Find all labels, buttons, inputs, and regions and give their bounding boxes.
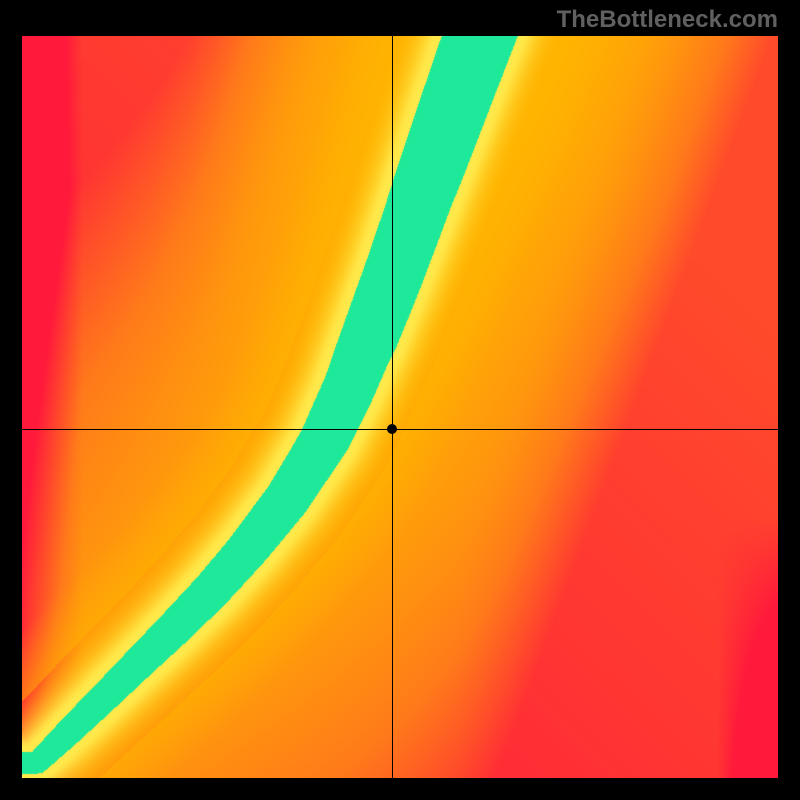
heatmap-plot-area bbox=[22, 36, 778, 778]
heatmap-canvas bbox=[22, 36, 778, 778]
chart-container: TheBottleneck.com bbox=[0, 0, 800, 800]
watermark-text: TheBottleneck.com bbox=[557, 6, 778, 34]
crosshair-vertical bbox=[392, 36, 393, 778]
crosshair-horizontal bbox=[22, 429, 778, 430]
